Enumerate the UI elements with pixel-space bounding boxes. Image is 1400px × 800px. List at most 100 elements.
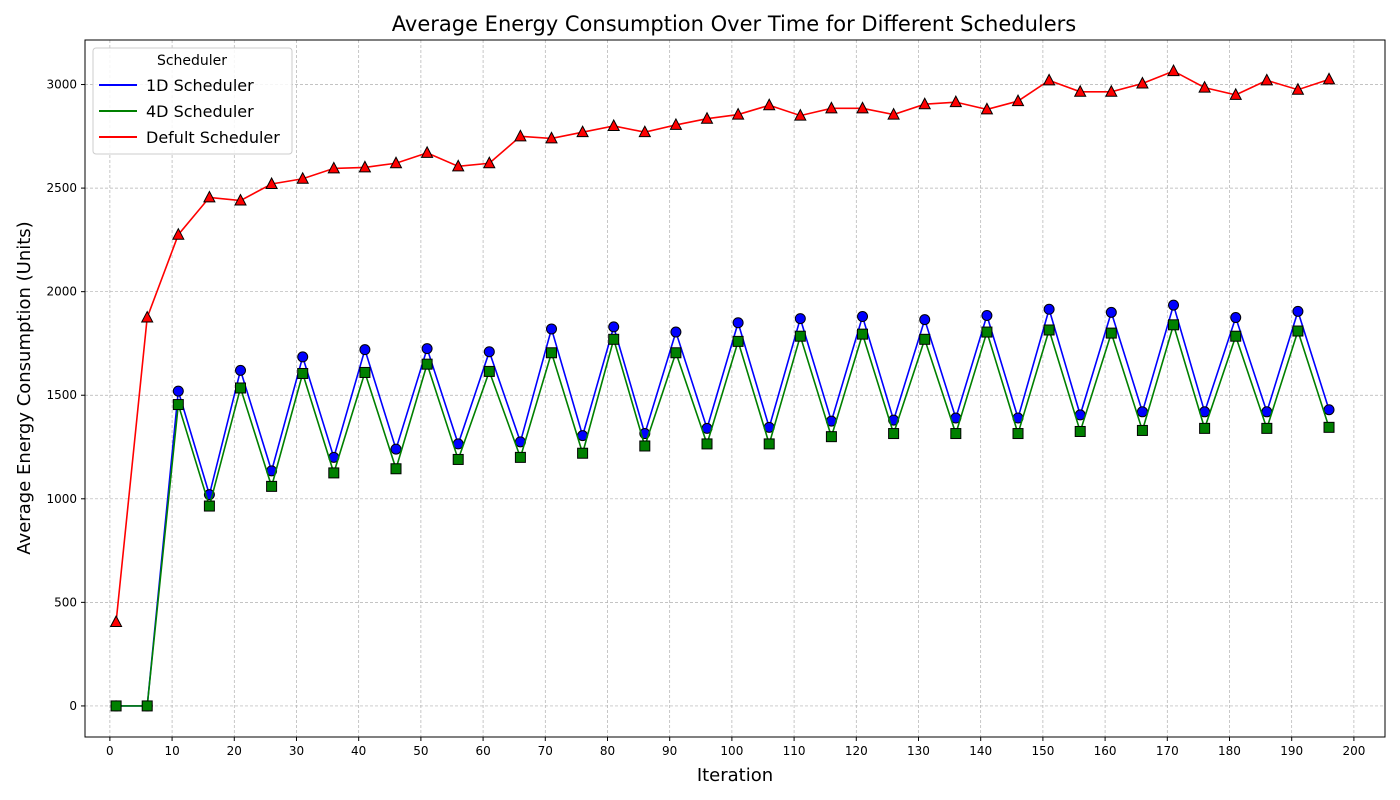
legend: Scheduler 1D Scheduler 4D Scheduler Defult… — [92, 47, 293, 155]
y-tick-label: 3000 — [46, 78, 77, 92]
data-point-4d-scheduler — [1168, 319, 1180, 331]
data-point-1d-scheduler — [794, 313, 806, 325]
data-point-4d-scheduler — [577, 447, 589, 459]
x-tick-label: 20 — [227, 744, 242, 758]
data-point-1d-scheduler — [919, 314, 931, 326]
x-tick-label: 80 — [600, 744, 615, 758]
x-axis: 0 10 20 30 40 50 60 70 80 90 100 110 120 130 140 150 160… — [106, 737, 1365, 758]
x-tick-label: 120 — [845, 744, 868, 758]
x-tick-label: 140 — [969, 744, 992, 758]
data-point-defult-scheduler — [638, 125, 652, 138]
y-tick-label: 2000 — [46, 285, 77, 299]
data-point-defult-scheduler — [1011, 94, 1025, 107]
x-tick-label: 70 — [538, 744, 553, 758]
x-tick-label: 100 — [720, 744, 743, 758]
y-axis-title: Average Energy Consumption (Units) — [14, 221, 35, 554]
data-point-1d-scheduler — [1105, 306, 1117, 318]
data-point-1d-scheduler — [297, 351, 309, 363]
data-point-defult-scheduler — [576, 125, 589, 138]
data-point-4d-scheduler — [639, 440, 651, 452]
data-point-defult-scheduler — [420, 145, 434, 158]
y-tick-label: 500 — [54, 595, 77, 609]
data-point-defult-scheduler — [358, 160, 372, 173]
data-point-defult-scheduler — [140, 310, 154, 323]
data-point-defult-scheduler — [514, 129, 527, 142]
data-point-4d-scheduler — [390, 463, 402, 475]
grid-lines — [85, 40, 1385, 737]
data-point-defult-scheduler — [1229, 87, 1243, 100]
data-point-defult-scheduler — [1136, 76, 1149, 89]
x-tick-label: 30 — [289, 744, 304, 758]
data-point-4d-scheduler — [266, 480, 278, 492]
data-point-1d-scheduler — [1043, 303, 1055, 315]
data-point-defult-scheduler — [234, 193, 247, 206]
data-point-defult-scheduler — [887, 107, 900, 120]
data-point-defult-scheduler — [980, 102, 994, 115]
data-point-4d-scheduler — [1012, 428, 1024, 440]
x-tick-label: 180 — [1218, 744, 1241, 758]
series-line-1d-scheduler — [116, 302, 1330, 707]
data-point-4d-scheduler — [857, 328, 869, 340]
data-point-1d-scheduler — [1323, 404, 1335, 416]
data-point-4d-scheduler — [359, 366, 371, 378]
data-point-1d-scheduler — [235, 364, 247, 376]
y-tick-label: 0 — [69, 699, 77, 713]
data-point-4d-scheduler — [1074, 425, 1086, 437]
plot-area-frame — [84, 39, 1386, 738]
data-point-defult-scheduler — [793, 108, 807, 121]
data-point-4d-scheduler — [452, 453, 464, 465]
x-tick-label: 190 — [1280, 744, 1303, 758]
data-point-defult-scheduler — [545, 131, 558, 144]
data-point-4d-scheduler — [328, 467, 340, 479]
data-point-4d-scheduler — [763, 438, 775, 450]
data-point-defult-scheduler — [109, 614, 123, 628]
data-point-1d-scheduler — [670, 326, 682, 338]
data-point-1d-scheduler — [546, 323, 558, 335]
data-point-defult-scheduler — [265, 176, 278, 189]
data-point-4d-scheduler — [141, 700, 153, 712]
chart-title: Average Energy Consumption Over Time for… — [392, 12, 1076, 36]
data-point-1d-scheduler — [1230, 312, 1242, 324]
data-point-4d-scheduler — [1105, 327, 1117, 339]
x-tick-label: 150 — [1031, 744, 1054, 758]
data-point-4d-scheduler — [1323, 421, 1335, 433]
data-point-1d-scheduler — [1292, 305, 1304, 317]
x-tick-label: 110 — [783, 744, 806, 758]
data-point-1d-scheduler — [608, 321, 620, 333]
y-axis: 0 500 1000 1500 2000 2500 3000 — [46, 78, 85, 713]
data-point-defult-scheduler — [731, 107, 745, 120]
data-point-1d-scheduler — [1168, 299, 1180, 311]
data-point-4d-scheduler — [608, 333, 620, 345]
legend-label-defult-scheduler: Defult Scheduler — [146, 128, 280, 147]
series-defult-scheduler — [109, 63, 1336, 628]
series-line-4d-scheduler — [116, 322, 1330, 707]
data-point-4d-scheduler — [888, 428, 900, 440]
data-point-4d-scheduler — [235, 382, 247, 394]
data-point-defult-scheduler — [1104, 84, 1118, 97]
x-tick-label: 0 — [106, 744, 114, 758]
data-point-defult-scheduler — [1042, 73, 1056, 86]
data-point-4d-scheduler — [1261, 422, 1273, 434]
data-point-4d-scheduler — [514, 451, 526, 463]
y-tick-label: 2500 — [46, 181, 77, 195]
data-point-1d-scheduler — [1136, 406, 1148, 418]
data-point-1d-scheduler — [421, 343, 433, 355]
data-point-defult-scheduler — [171, 227, 185, 240]
data-point-4d-scheduler — [732, 335, 744, 347]
data-point-defult-scheduler — [482, 156, 496, 169]
data-point-defult-scheduler — [762, 98, 776, 111]
data-point-defult-scheduler — [203, 190, 216, 203]
data-point-1d-scheduler — [857, 311, 869, 323]
data-point-defult-scheduler — [918, 97, 932, 110]
legend-title: Scheduler — [157, 53, 227, 69]
data-point-defult-scheduler — [700, 111, 714, 124]
data-point-4d-scheduler — [950, 428, 962, 440]
data-point-4d-scheduler — [203, 500, 215, 512]
x-tick-label: 40 — [351, 744, 366, 758]
series-line-defult-scheduler — [115, 70, 1330, 623]
data-point-1d-scheduler — [732, 317, 744, 329]
x-tick-label: 200 — [1342, 744, 1365, 758]
data-point-4d-scheduler — [794, 330, 806, 342]
series-layer — [109, 63, 1336, 712]
data-point-4d-scheduler — [483, 365, 495, 377]
